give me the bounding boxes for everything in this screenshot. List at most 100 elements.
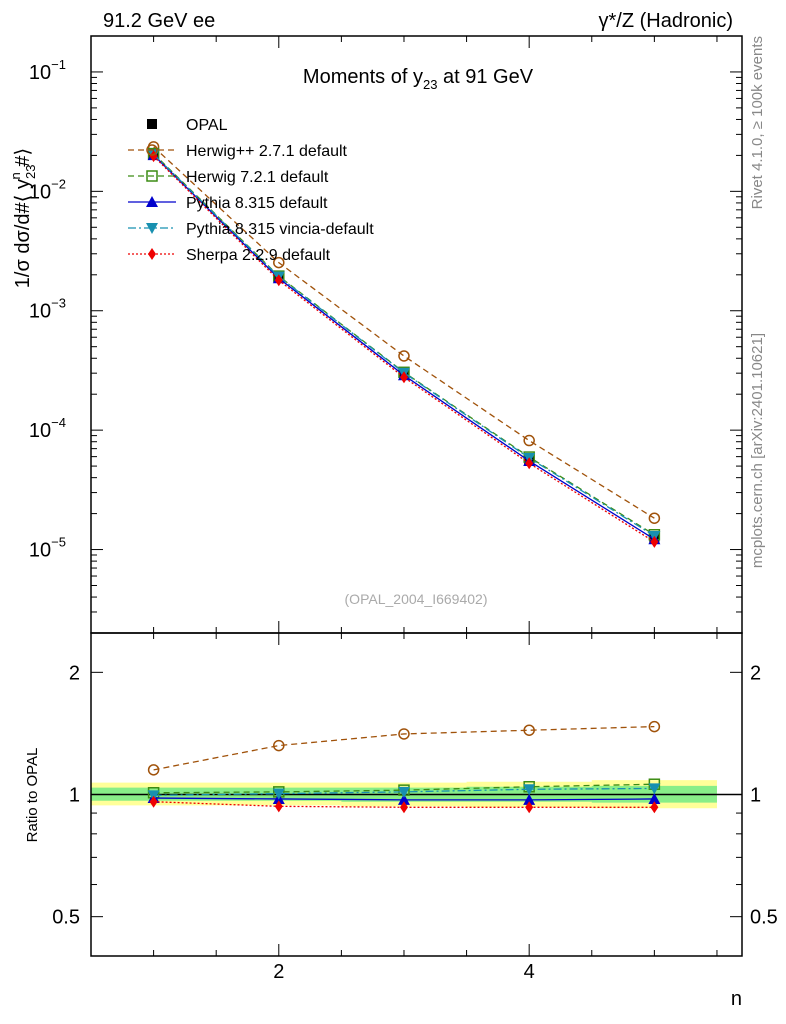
mcplots-credit-text: mcplots.cern.ch [arXiv:2401.10621] bbox=[749, 333, 766, 568]
ratio-point-pythia bbox=[523, 793, 536, 805]
x-tick-label: 4 bbox=[524, 961, 535, 983]
title-part-a: Moments of y bbox=[303, 66, 423, 88]
tick-mantissa: 10 bbox=[29, 62, 51, 84]
ratio-y-tick-label-right: 1 bbox=[750, 785, 761, 807]
ratio-point-herwigpp bbox=[273, 739, 285, 752]
ratio-y-tick-label-right: 0.5 bbox=[750, 907, 778, 929]
ylabel-prefix: 1/σ dσ/d#⟨ y bbox=[12, 179, 34, 288]
series-line-herwigpp bbox=[153, 146, 655, 519]
tick-exponent: −2 bbox=[51, 176, 66, 191]
main-y-tick-label: 10−3 bbox=[29, 296, 66, 323]
legend-marker-herwig7 bbox=[146, 170, 158, 182]
ratio-y-tick-label: 2 bbox=[69, 662, 80, 684]
ratio-point-sherpa bbox=[274, 800, 283, 813]
legend-item-herwig7: Herwig 7.2.1 default bbox=[128, 169, 329, 186]
main-y-tick-label: 10−5 bbox=[29, 535, 66, 562]
tick-mantissa: 10 bbox=[29, 301, 51, 323]
tick-mantissa: 10 bbox=[29, 181, 51, 203]
legend-marker-pythia bbox=[146, 196, 158, 207]
main-y-axis-label: 1/σ dσ/d#⟨ y23n #⟩ bbox=[8, 148, 38, 288]
main-y-tick-label: 10−4 bbox=[29, 415, 66, 442]
legend-marker-vincia bbox=[146, 223, 158, 234]
tick-mantissa: 10 bbox=[29, 540, 51, 562]
ratio-point-sherpa bbox=[149, 795, 158, 808]
data-point-sherpa bbox=[650, 535, 659, 548]
data-point-sherpa bbox=[525, 457, 534, 470]
legend-marker-herwigpp bbox=[146, 144, 158, 156]
header-right: γ*/Z (Hadronic) bbox=[599, 10, 733, 32]
ylabel-suffix: #⟩ bbox=[12, 148, 34, 172]
x-tick-label: 2 bbox=[273, 961, 284, 983]
ratio-series-sherpa bbox=[149, 795, 659, 814]
main-series-group bbox=[147, 141, 661, 548]
header-left: 91.2 GeV ee bbox=[103, 10, 215, 32]
title-subscript: 23 bbox=[423, 77, 437, 92]
ratio-series-vincia bbox=[147, 783, 661, 802]
ratio-point-herwigpp bbox=[147, 764, 160, 776]
data-point-sherpa bbox=[274, 274, 283, 287]
rivet-version-text: Rivet 4.1.0, ≥ 100k events bbox=[749, 36, 766, 209]
legend: OPAL Herwig++ 2.7.1 default Herwig 7.2.1 d… bbox=[128, 117, 374, 264]
data-point-herwigpp bbox=[398, 350, 410, 362]
data-point-sherpa bbox=[399, 371, 408, 384]
legend-marker-sherpa bbox=[148, 248, 156, 260]
legend-marker-opal bbox=[147, 119, 157, 129]
main-y-ticks bbox=[91, 35, 742, 634]
ratio-point-vincia bbox=[648, 783, 661, 795]
ratio-point-sherpa bbox=[525, 801, 534, 814]
legend-label: Herwig 7.2.1 default bbox=[186, 169, 329, 186]
series-sherpa bbox=[149, 150, 659, 548]
ratio-line-sherpa bbox=[153, 801, 655, 808]
main-y-tick-labels: 10−110−210−310−410−5 bbox=[29, 57, 66, 562]
chart-title: Moments of y23 at 91 GeV bbox=[303, 66, 534, 92]
tick-exponent: −3 bbox=[51, 296, 66, 311]
legend-item-opal: OPAL bbox=[147, 117, 228, 134]
legend-item-vincia: Pythia 8.315 vincia-default bbox=[128, 221, 374, 238]
x-axis-label: n bbox=[731, 988, 742, 1010]
ratio-series-pythia bbox=[147, 792, 661, 805]
tick-exponent: −1 bbox=[51, 57, 66, 72]
legend-item-herwigpp: Herwig++ 2.7.1 default bbox=[128, 143, 348, 160]
ratio-y-tick-label: 0.5 bbox=[52, 907, 80, 929]
ratio-point-vincia bbox=[397, 786, 410, 798]
legend-item-pythia: Pythia 8.315 default bbox=[128, 195, 328, 212]
main-y-tick-label: 10−1 bbox=[29, 57, 66, 84]
ylabel-sup: n bbox=[8, 172, 23, 179]
data-point-herwigpp bbox=[648, 512, 661, 524]
ratio-ticks bbox=[91, 633, 742, 957]
ratio-point-sherpa bbox=[399, 801, 408, 814]
ratio-point-vincia bbox=[272, 788, 285, 800]
ratio-series-group bbox=[147, 720, 661, 814]
ratio-y-tick-label-right: 2 bbox=[750, 662, 761, 684]
tick-exponent: −5 bbox=[51, 535, 66, 550]
ylabel-sub: 23 bbox=[23, 165, 38, 179]
ratio-point-herwigpp bbox=[648, 720, 661, 733]
tick-exponent: −4 bbox=[51, 415, 66, 430]
title-part-b: at 91 GeV bbox=[437, 66, 533, 88]
analysis-id-watermark: (OPAL_2004_I669402) bbox=[345, 591, 488, 607]
ratio-point-pythia bbox=[648, 792, 661, 804]
ratio-point-vincia bbox=[523, 784, 536, 796]
legend-label: Sherpa 2.2.9 default bbox=[186, 247, 331, 264]
main-panel: 10−110−210−310−410−5 Moments of y23 at 9… bbox=[8, 35, 743, 634]
legend-item-sherpa: Sherpa 2.2.9 default bbox=[128, 247, 331, 264]
ratio-y-tick-label: 1 bbox=[69, 785, 80, 807]
legend-label: OPAL bbox=[186, 117, 228, 134]
ratio-tick-labels: 0.5 0.5 1 1 2 2 2 4 bbox=[52, 662, 778, 983]
data-point-herwigpp bbox=[273, 256, 285, 269]
series-line-sherpa bbox=[153, 155, 655, 543]
legend-label: Herwig++ 2.7.1 default bbox=[186, 143, 348, 160]
legend-label: Pythia 8.315 default bbox=[186, 195, 328, 212]
ratio-line-vincia bbox=[153, 787, 655, 797]
tick-mantissa: 10 bbox=[29, 420, 51, 442]
main-y-tick-label: 10−2 bbox=[29, 176, 66, 203]
ratio-point-pythia bbox=[397, 793, 410, 805]
main-x-ticks bbox=[153, 36, 718, 633]
legend-label: Pythia 8.315 vincia-default bbox=[186, 221, 374, 238]
ratio-line-herwigpp bbox=[153, 725, 655, 771]
ratio-y-axis-label: Ratio to OPAL bbox=[24, 748, 41, 843]
data-point-herwigpp bbox=[523, 434, 535, 447]
ratio-series-herwigpp bbox=[147, 720, 661, 776]
ratio-point-herwigpp bbox=[398, 728, 410, 740]
